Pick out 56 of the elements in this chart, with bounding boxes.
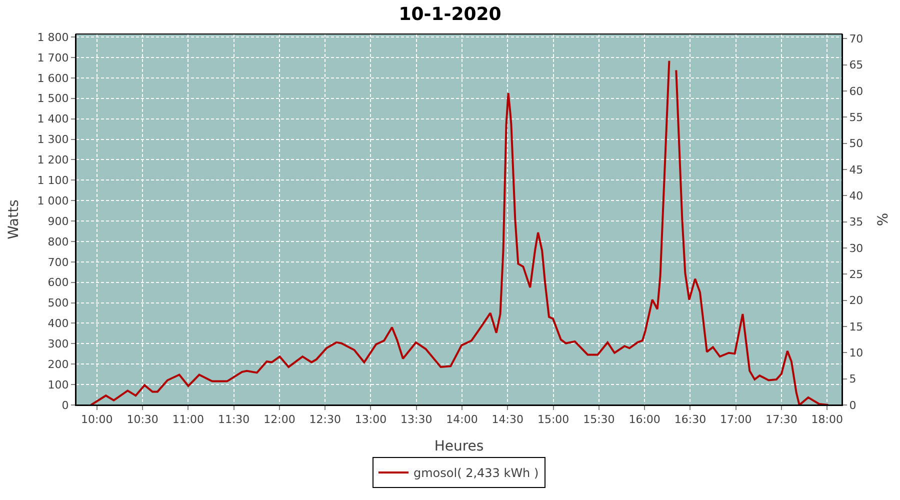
x-axis-title: Heures	[434, 438, 484, 454]
x-tick-label: 16:00	[628, 413, 660, 426]
x-tick-label: 14:00	[446, 413, 478, 426]
y-tick-label: 300	[48, 338, 69, 351]
y-tick-label: 1 400	[37, 112, 69, 126]
y-tick-label: 700	[48, 256, 69, 269]
y2-tick-label: 35	[849, 216, 864, 229]
y2-tick-label: 70	[849, 32, 864, 46]
y-tick-label: 200	[48, 358, 69, 371]
y-tick-label: 1 200	[37, 154, 69, 167]
y2-tick-label: 25	[849, 268, 864, 282]
y2-tick-label: 5	[849, 372, 856, 386]
y2-tick-label: 40	[849, 190, 864, 203]
y-tick-label: 600	[48, 276, 69, 290]
x-tick-label: 15:30	[583, 413, 615, 426]
legend-label: gmosol( 2,433 kWh )	[414, 466, 539, 480]
y-tick-label: 800	[48, 235, 69, 248]
x-tick-label: 10:30	[126, 413, 158, 426]
x-tick-label: 13:00	[354, 413, 387, 426]
y2-tick-label: 45	[849, 163, 864, 176]
x-tick-label: 11:30	[218, 413, 250, 426]
chart-title: 10-1-2020	[398, 4, 502, 26]
y-tick-label: 900	[48, 214, 69, 228]
y2-tick-label: 65	[849, 58, 864, 72]
x-tick-label: 12:00	[264, 413, 296, 426]
x-tick-label: 12:30	[309, 413, 341, 426]
y2-tick-label: 10	[849, 346, 864, 360]
y-tick-label: 1 600	[37, 72, 69, 85]
y2-tick-label: 0	[849, 398, 856, 412]
x-tick-label: 14:30	[492, 413, 524, 426]
y-axis-title: Watts	[6, 200, 22, 240]
y-tick-label: 1 500	[37, 92, 69, 106]
x-tick-label: 16:30	[674, 413, 706, 426]
y-tick-label: 1 800	[37, 30, 69, 44]
y2-axis-title: %	[876, 212, 892, 226]
x-tick-label: 10:00	[81, 413, 113, 426]
y-tick-label: 1 000	[37, 194, 69, 208]
x-tick-label: 17:30	[766, 413, 798, 426]
y2-tick-label: 60	[849, 84, 864, 98]
y2-tick-label: 15	[849, 320, 864, 334]
y-tick-label: 1 300	[37, 133, 69, 146]
y2-tick-label: 55	[849, 111, 864, 124]
y-tick-label: 500	[48, 296, 69, 310]
x-tick-label: 15:00	[537, 413, 570, 426]
y-tick-label: 1 700	[37, 51, 69, 64]
x-tick-label: 17:00	[720, 413, 752, 426]
y2-tick-label: 30	[849, 242, 864, 255]
x-tick-label: 11:00	[172, 413, 204, 426]
y-tick-label: 100	[48, 378, 69, 392]
x-tick-label: 18:00	[811, 413, 843, 426]
y2-tick-label: 50	[849, 137, 864, 150]
y-tick-label: 0	[62, 398, 69, 412]
y-tick-label: 1 100	[37, 174, 69, 187]
y2-tick-label: 20	[849, 294, 864, 308]
y-tick-label: 400	[48, 317, 69, 330]
x-tick-label: 13:30	[400, 413, 432, 426]
